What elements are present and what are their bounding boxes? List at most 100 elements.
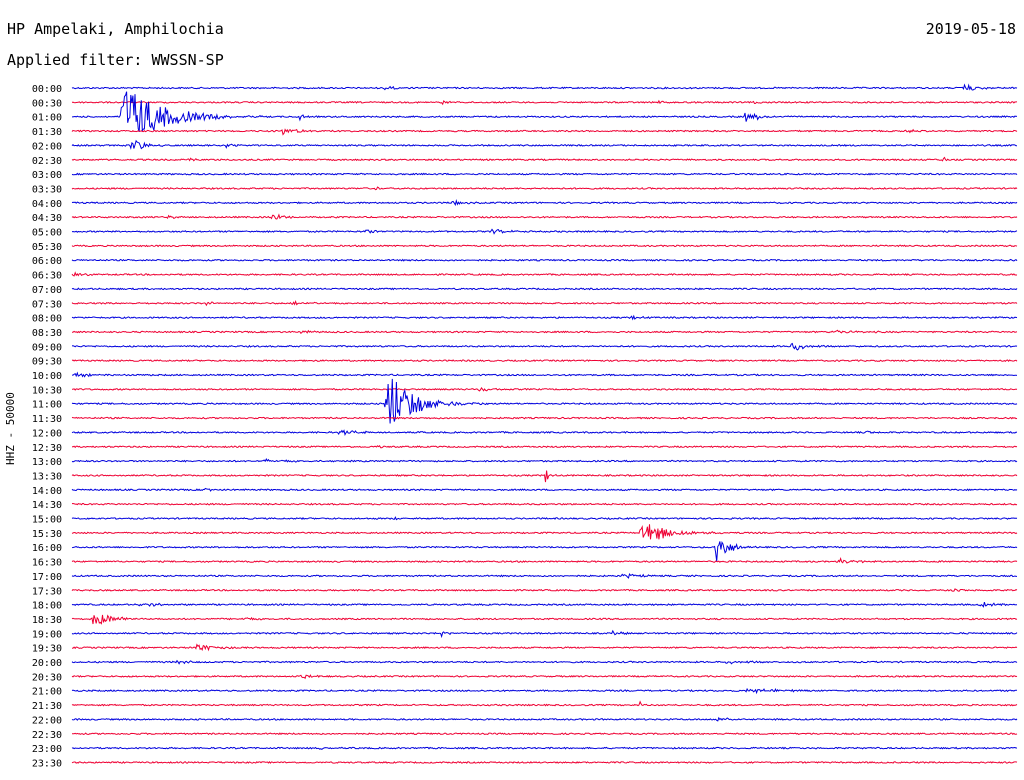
trace-line [71,172,1018,176]
trace-line [71,186,1018,191]
trace-line [71,378,1018,424]
trace-line [71,458,1018,463]
station-title: HP Ampelaki, Amphilochia [7,20,224,38]
trace-line [71,557,1018,564]
trace-line [71,300,1018,307]
row-time-label: 14:30 [32,500,62,511]
row-time-label: 08:30 [32,328,62,339]
row-time-label: 13:00 [32,457,62,468]
row-time-label: 07:00 [32,285,62,296]
trace-line [71,99,1018,106]
trace-line [71,271,1018,277]
row-time-label: 21:00 [32,687,62,698]
row-time-label: 10:30 [32,385,62,396]
trace-line [71,746,1017,751]
row-time-label: 10:00 [32,371,62,382]
trace-line [72,371,1018,378]
trace-line [71,429,1018,436]
trace-line [72,329,1018,335]
row-time-label: 15:00 [32,515,62,526]
trace-line [71,659,1018,665]
trace-line [71,139,1017,150]
row-time-label: 16:00 [32,543,62,554]
trace-line [71,228,1018,235]
row-time-label: 22:30 [32,730,62,741]
filter-label: Applied filter: WWSSN-SP [7,51,224,69]
row-time-label: 18:30 [32,615,62,626]
row-time-label: 19:00 [32,629,62,640]
trace-line [71,198,1018,207]
row-time-label: 20:30 [32,672,62,683]
row-time-label: 03:00 [32,170,62,181]
row-time-label: 14:00 [32,486,62,497]
trace-line [71,258,1018,262]
trace-line [71,614,1018,625]
trace-line [71,540,1018,562]
trace-line [71,573,1017,579]
trace-line [71,643,1018,652]
row-time-label: 12:30 [32,443,62,454]
row-time-label: 09:30 [32,357,62,368]
trace-line [71,128,1018,136]
row-time-label: 03:30 [32,184,62,195]
trace-line [71,359,1018,363]
trace-line [71,244,1018,248]
trace-line [71,700,1018,707]
row-time-label: 07:30 [32,299,62,310]
row-time-label: 11:00 [32,400,62,411]
row-time-label: 23:00 [32,744,62,755]
trace-line [71,516,1018,521]
row-time-label: 05:30 [32,242,62,253]
row-time-label: 09:00 [32,342,62,353]
row-time-label: 02:30 [32,156,62,167]
row-time-label: 06:00 [32,256,62,267]
trace-line [71,761,1018,764]
trace-line [71,342,1018,351]
trace-line [71,470,1018,483]
row-time-label: 02:00 [32,141,62,152]
row-time-label: 22:00 [32,715,62,726]
trace-line [72,91,1018,133]
trace-line [71,524,1018,540]
row-time-label: 15:30 [32,529,62,540]
trace-line [71,156,1018,162]
trace-line [71,445,1018,449]
row-time-label: 01:30 [32,127,62,138]
row-time-label: 23:30 [32,758,62,769]
row-time-label: 13:30 [32,471,62,482]
row-time-label: 04:00 [32,199,62,210]
row-time-label: 21:30 [32,701,62,712]
row-time-label: 01:00 [32,113,62,124]
row-time-label: 17:30 [32,586,62,597]
row-time-label: 12:00 [32,428,62,439]
trace-line [71,601,1018,608]
row-time-label: 18:00 [32,601,62,612]
row-time-label: 20:00 [32,658,62,669]
row-time-label: 00:00 [32,84,62,95]
trace-line [71,674,1018,680]
trace-line [71,314,1018,321]
trace-line [71,687,1018,695]
row-time-label: 11:30 [32,414,62,425]
trace-line [71,716,1018,722]
trace-line [72,732,1018,736]
trace-line [71,83,1018,91]
row-time-label: 16:30 [32,558,62,569]
trace-line [71,629,1018,639]
row-time-label: 08:00 [32,314,62,325]
row-time-label: 00:30 [32,98,62,109]
trace-line [71,588,1018,592]
trace-line [71,287,1018,291]
trace-line [71,416,1018,420]
date-label: 2019-05-18 [925,20,1016,38]
row-time-label: 17:00 [32,572,62,583]
trace-line [71,487,1018,492]
row-time-label: 06:30 [32,271,62,282]
trace-line [71,502,1018,506]
row-time-label: 19:30 [32,644,62,655]
row-time-label: 05:00 [32,228,62,239]
trace-line [72,386,1018,392]
row-time-label: 04:30 [32,213,62,224]
trace-line [71,213,1018,220]
